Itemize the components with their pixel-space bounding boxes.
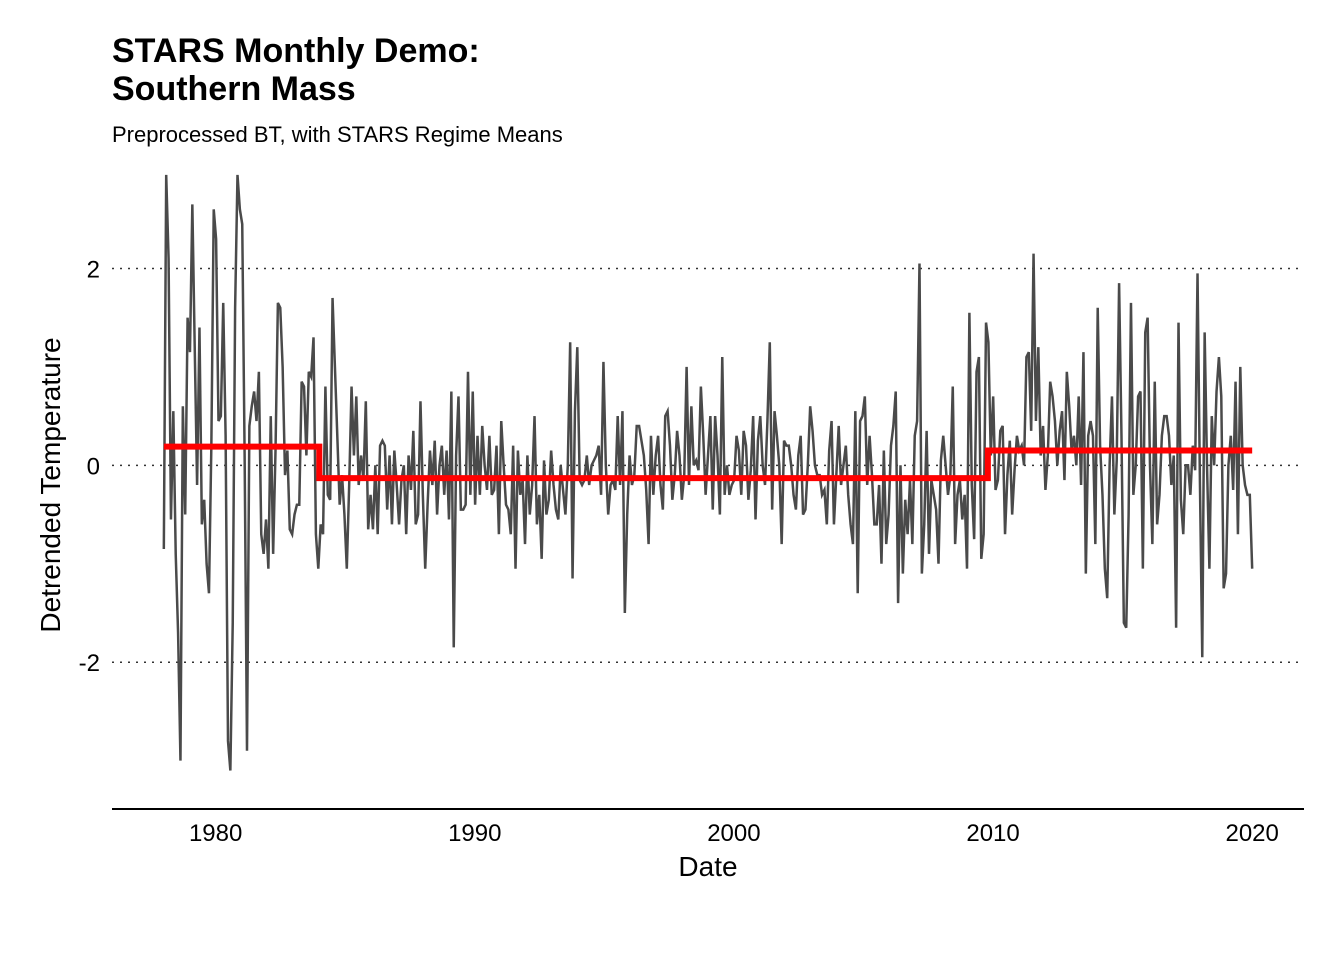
y-tick-label: 2 [87,256,100,283]
gridlines [112,267,1304,663]
x-axis-title: Date [678,851,737,882]
y-axis-title: Detrended Temperature [35,337,66,632]
x-tick-labels: 1980 1990 2000 2010 2020 [189,820,1279,847]
series-regime-means-line [163,443,1253,482]
x-tick-label: 1980 [189,820,242,847]
x-tick-label: 2000 [707,820,760,847]
series-temperature-line [162,174,1254,771]
y-tick-label: -2 [79,650,100,677]
x-tick-label: 1990 [448,820,501,847]
y-tick-label: 0 [87,453,100,480]
x-tick-label: 2010 [966,820,1019,847]
chart-title: STARS Monthly Demo: Southern Mass [112,32,480,108]
x-tick-label: 2020 [1225,820,1278,847]
chart-subtitle: Preprocessed BT, with STARS Regime Means [112,122,563,147]
y-tick-labels: -2 0 2 [79,256,100,677]
